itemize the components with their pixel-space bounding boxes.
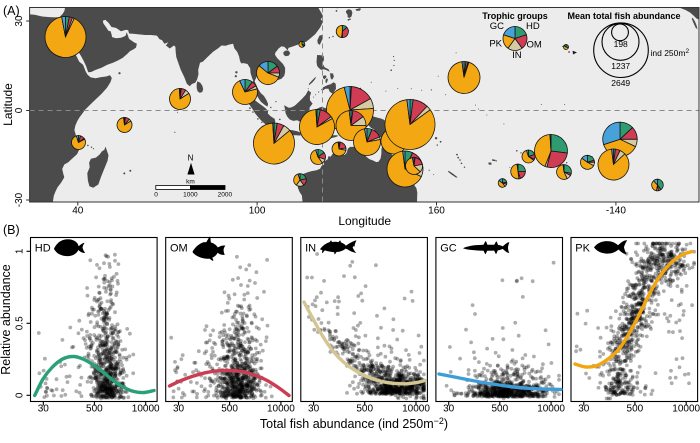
svg-text:IN: IN bbox=[305, 243, 316, 255]
svg-text:Total fish abundance (ind 250m: Total fish abundance (ind 250m−2) bbox=[260, 416, 448, 431]
svg-text:1237: 1237 bbox=[611, 61, 630, 71]
svg-text:0.5: 0.5 bbox=[15, 316, 26, 330]
svg-text:10000: 10000 bbox=[537, 404, 565, 415]
svg-text:N: N bbox=[188, 154, 194, 163]
svg-text:0: 0 bbox=[154, 192, 158, 199]
svg-text:PK: PK bbox=[575, 243, 590, 255]
svg-text:HD: HD bbox=[35, 243, 51, 255]
svg-text:2000: 2000 bbox=[218, 192, 233, 199]
svg-text:-140: -140 bbox=[606, 206, 626, 217]
svg-text:OM: OM bbox=[527, 40, 542, 51]
svg-text:1: 1 bbox=[15, 248, 26, 254]
svg-text:-30: -30 bbox=[14, 192, 25, 207]
svg-text:40: 40 bbox=[72, 206, 84, 217]
svg-text:500: 500 bbox=[491, 404, 508, 415]
svg-text:Relative abundance: Relative abundance bbox=[0, 264, 13, 375]
svg-text:IN: IN bbox=[512, 50, 522, 61]
svg-text:500: 500 bbox=[221, 404, 238, 415]
svg-text:(A): (A) bbox=[3, 4, 20, 18]
svg-text:PK: PK bbox=[489, 39, 502, 50]
svg-text:2649: 2649 bbox=[611, 78, 630, 88]
svg-text:160: 160 bbox=[428, 206, 445, 217]
svg-text:Mean total fish abundance: Mean total fish abundance bbox=[567, 11, 680, 21]
svg-text:10000: 10000 bbox=[672, 404, 700, 415]
svg-text:OM: OM bbox=[170, 243, 188, 255]
svg-text:1000: 1000 bbox=[183, 192, 198, 199]
svg-text:500: 500 bbox=[627, 404, 644, 415]
svg-text:500: 500 bbox=[356, 404, 373, 415]
svg-text:Latitude: Latitude bbox=[1, 83, 15, 126]
svg-text:30: 30 bbox=[443, 404, 455, 415]
svg-text:30: 30 bbox=[578, 404, 590, 415]
svg-text:(B): (B) bbox=[3, 223, 20, 237]
svg-text:100: 100 bbox=[249, 206, 266, 217]
svg-text:10000: 10000 bbox=[267, 404, 295, 415]
svg-text:Trophic groups: Trophic groups bbox=[482, 11, 548, 21]
svg-text:10000: 10000 bbox=[402, 404, 430, 415]
svg-text:GC: GC bbox=[490, 21, 504, 32]
svg-text:198: 198 bbox=[614, 39, 628, 49]
svg-text:0: 0 bbox=[15, 392, 26, 398]
svg-text:HD: HD bbox=[526, 21, 540, 32]
svg-text:30: 30 bbox=[308, 404, 320, 415]
svg-text:0: 0 bbox=[14, 107, 25, 113]
svg-text:30: 30 bbox=[173, 404, 185, 415]
svg-text:30: 30 bbox=[38, 404, 50, 415]
svg-text:km: km bbox=[186, 179, 195, 186]
svg-text:Longitude: Longitude bbox=[338, 214, 391, 228]
svg-text:30: 30 bbox=[14, 15, 25, 27]
svg-text:10000: 10000 bbox=[132, 404, 160, 415]
svg-text:ind 250m2: ind 250m2 bbox=[651, 48, 690, 58]
svg-text:500: 500 bbox=[86, 404, 103, 415]
svg-text:GC: GC bbox=[440, 243, 457, 255]
